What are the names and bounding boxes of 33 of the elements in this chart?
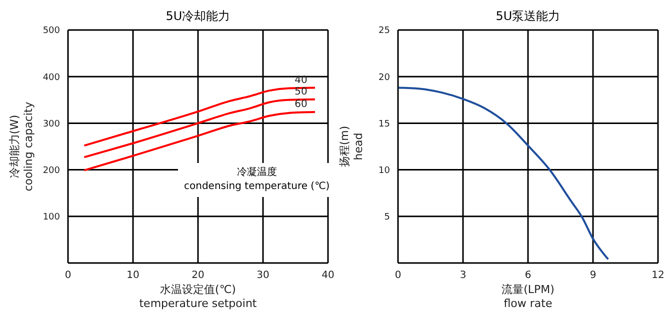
x-tick-label: 0	[64, 270, 72, 282]
y-axis-title: 冷却能力(W) cooling capacity	[8, 101, 35, 192]
y-tick-label: 400	[42, 72, 60, 83]
x-tick-label: 0	[394, 270, 402, 282]
y-tick-label: 5	[384, 212, 390, 223]
y-tick-label: 500	[42, 26, 60, 36]
series-label: 60	[294, 99, 308, 110]
x-tick-label: 40	[322, 270, 334, 282]
line-series	[398, 86, 610, 260]
x-tick-label: 12	[652, 270, 664, 282]
x-tick-label: 3	[460, 270, 466, 282]
y-tick-label: 200	[42, 166, 60, 176]
y-tick-label: 25	[378, 26, 390, 36]
y-tick-label: 10	[378, 166, 390, 176]
line-series	[83, 86, 316, 147]
y-tick-label: 300	[42, 119, 60, 130]
x-tick-label: 30	[256, 270, 270, 282]
series-label: 40	[294, 74, 308, 86]
x-tick-label: 10	[126, 270, 140, 282]
chart-title: 5U泵送能力	[494, 8, 562, 25]
y-tick-label: 100	[42, 212, 60, 223]
y-axis-title: 扬程(m) head	[338, 126, 365, 168]
x-tick-label: 6	[524, 270, 532, 282]
line-series	[83, 98, 316, 158]
x-axis-title: 流量(LPM) flow rate	[502, 283, 554, 310]
x-tick-label: 20	[192, 270, 204, 282]
chart-title: 5U冷却能力	[164, 8, 232, 25]
y-tick-label: 20	[378, 72, 390, 83]
x-axis-title: 水温设定值(℃) temperature setpoint	[139, 283, 258, 310]
x-tick-label: 9	[590, 270, 596, 282]
series-label: 50	[294, 86, 308, 98]
y-tick-label: 15	[378, 119, 390, 130]
legend-title: 冷凝温度 condensing temperature (℃)	[184, 166, 330, 194]
